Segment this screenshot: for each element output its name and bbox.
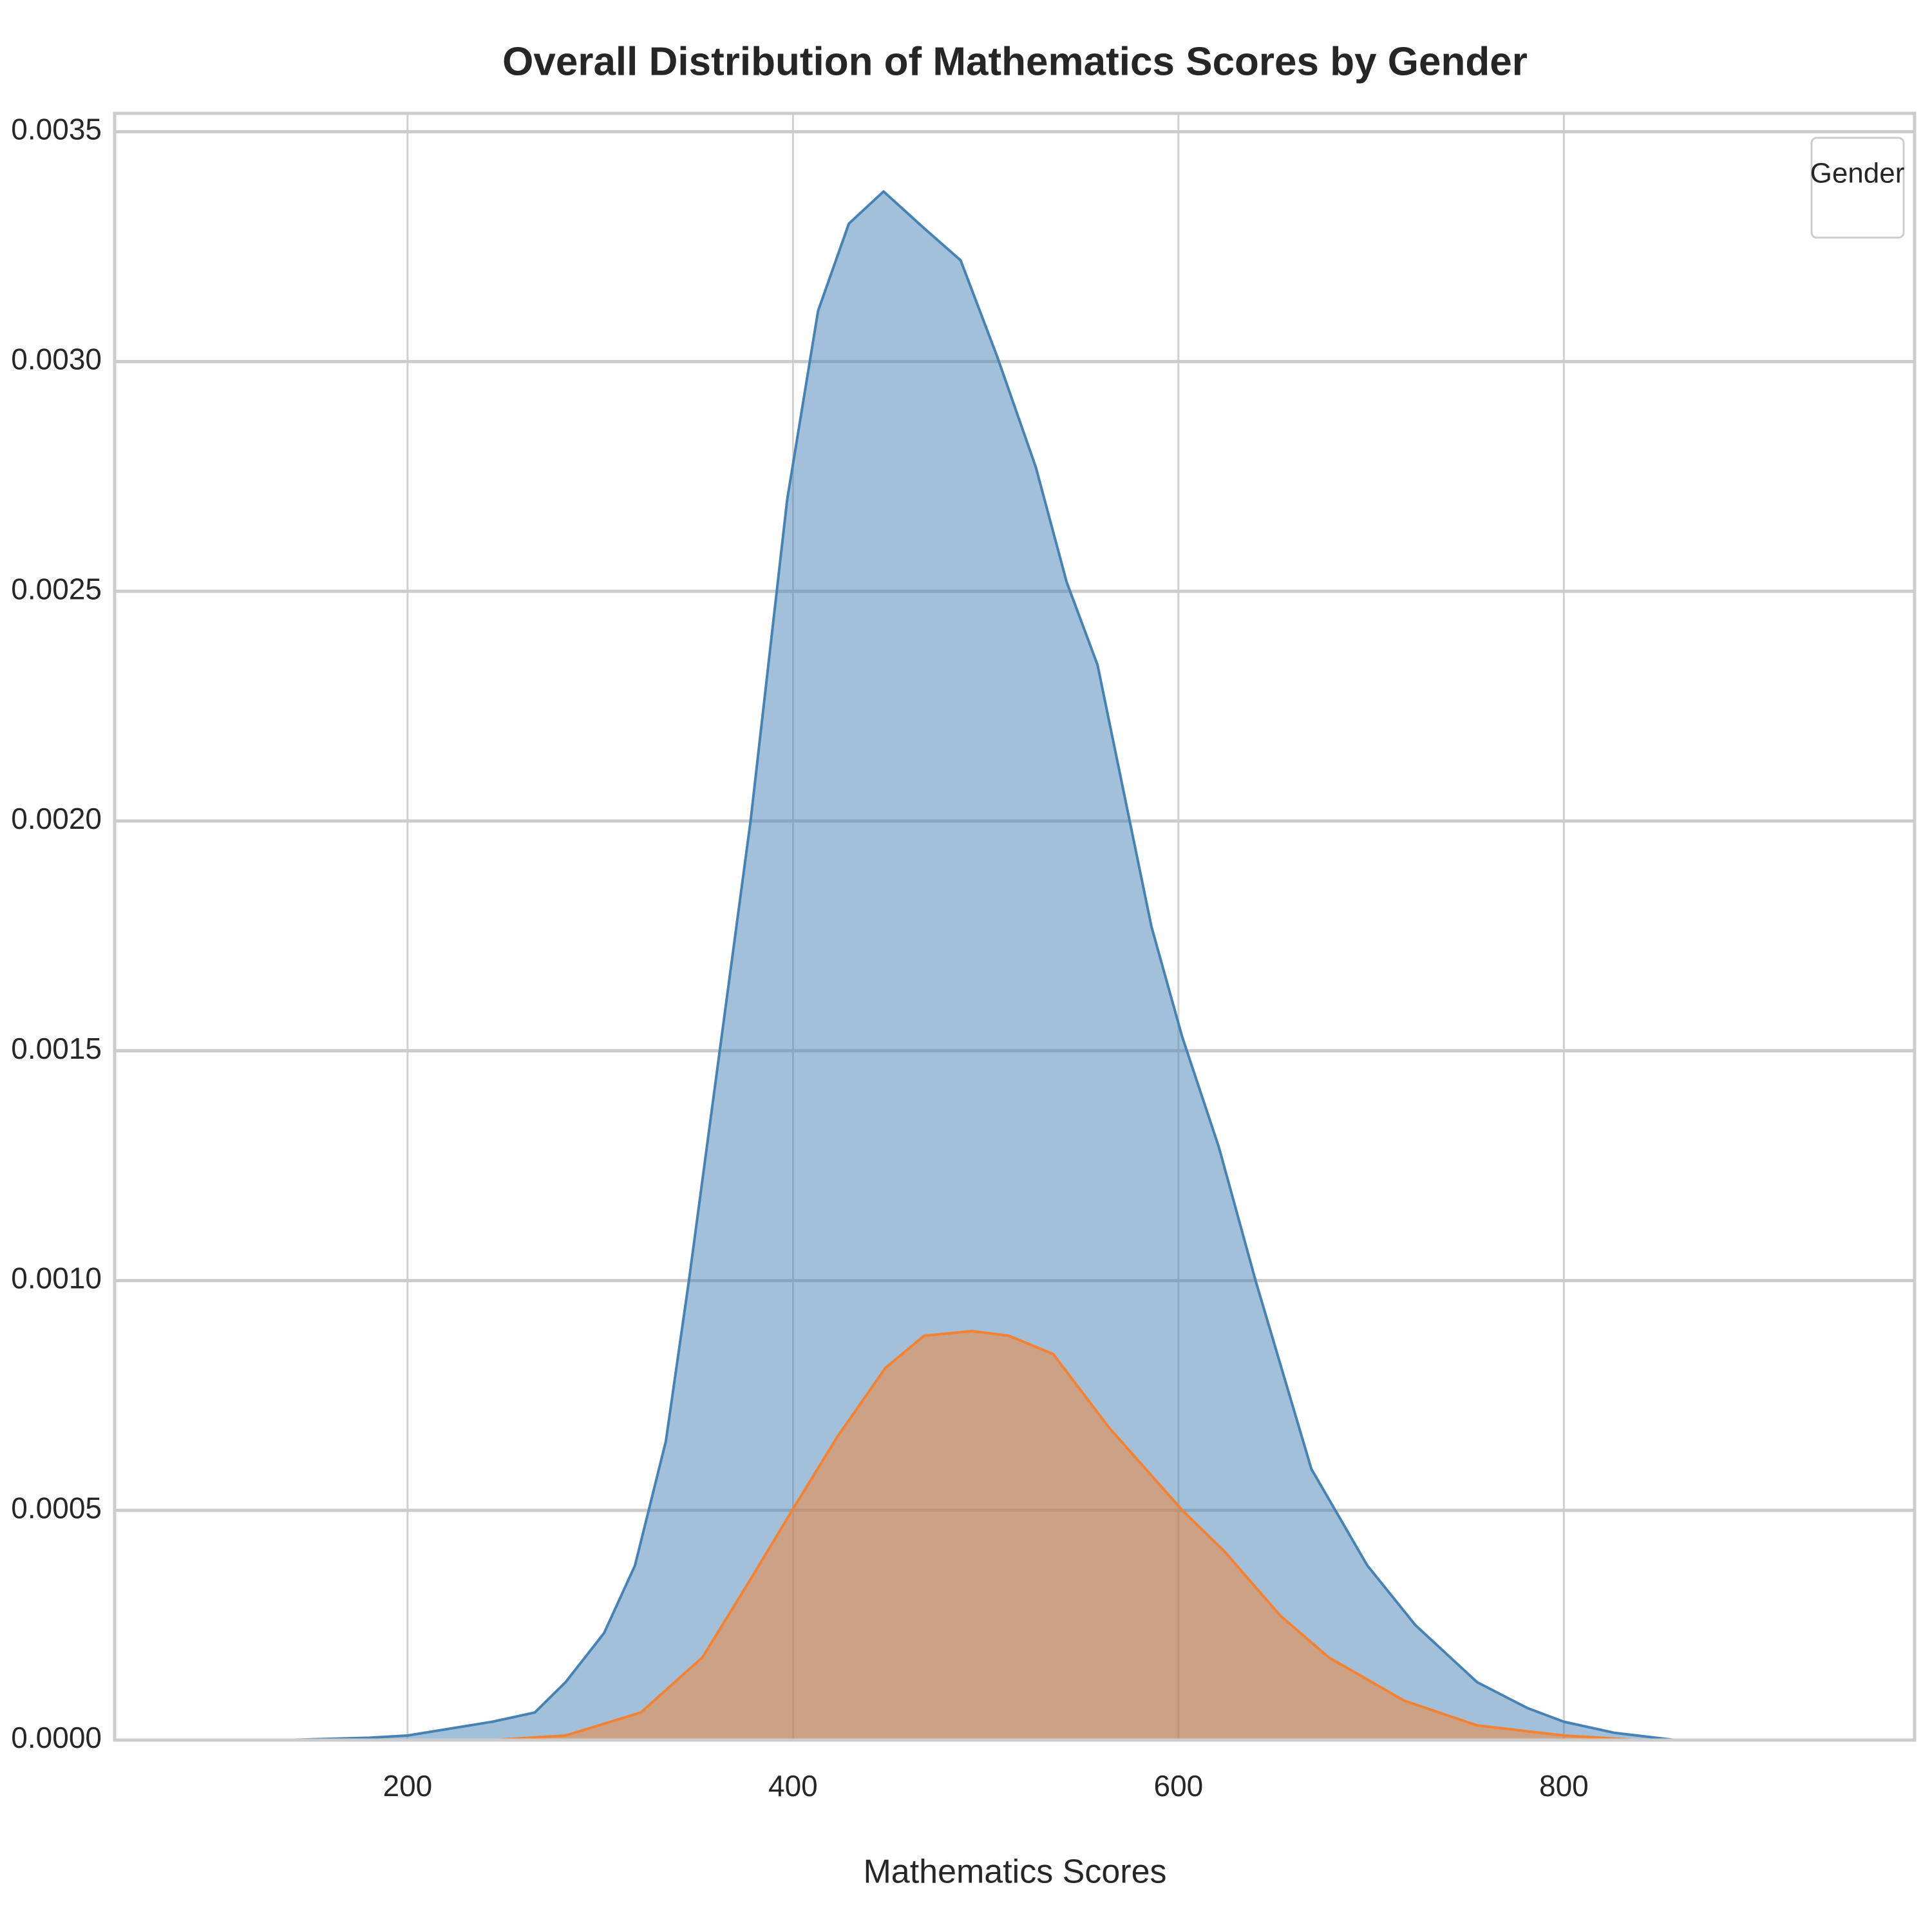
y-tick-label: 0.0020	[11, 802, 102, 835]
x-axis-label: Mathematics Scores	[863, 1853, 1166, 1891]
x-tick-label: 400	[768, 1769, 818, 1803]
y-tick-label: 0.0025	[11, 572, 102, 605]
legend-title: Gender	[1810, 158, 1905, 189]
chart-title: Overall Distribution of Mathematics Scor…	[502, 39, 1528, 84]
y-tick-label: 0.0035	[11, 113, 102, 146]
density-area	[282, 190, 1724, 1741]
legend-box	[1810, 137, 1905, 239]
x-tick-label: 600	[1153, 1769, 1203, 1803]
y-tick-label: 0.0005	[11, 1491, 102, 1524]
y-tick-label: 0.0015	[11, 1032, 102, 1065]
x-tick-label: 200	[383, 1769, 432, 1803]
y-tick-label: 0.0000	[11, 1721, 102, 1754]
x-tick-label: 800	[1539, 1769, 1589, 1803]
density-area	[492, 1329, 1638, 1741]
y-tick-label: 0.0030	[11, 342, 102, 375]
y-tick-label: 0.0010	[11, 1262, 102, 1295]
plot-frame	[113, 111, 1917, 1742]
